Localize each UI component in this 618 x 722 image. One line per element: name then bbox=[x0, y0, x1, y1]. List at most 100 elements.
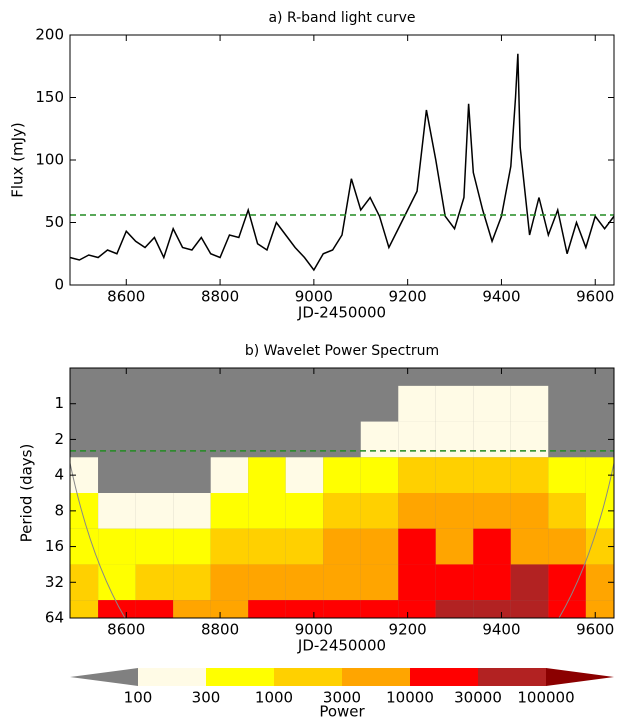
power-cell bbox=[70, 600, 99, 618]
power-cell bbox=[70, 421, 99, 458]
x-tick-label: 9400 bbox=[482, 621, 520, 639]
power-cell bbox=[548, 421, 586, 458]
power-cell bbox=[398, 528, 436, 565]
x-tick-label: 9400 bbox=[482, 288, 520, 306]
power-cell bbox=[173, 564, 211, 601]
power-cell bbox=[473, 528, 511, 565]
x-axis-label: JD-2450000 bbox=[297, 304, 386, 322]
x-tick-label: 9000 bbox=[295, 288, 333, 306]
power-cell bbox=[473, 385, 511, 422]
power-cell bbox=[548, 457, 586, 493]
power-cell bbox=[360, 564, 399, 601]
power-cell bbox=[70, 493, 99, 529]
plot-frame bbox=[69, 367, 615, 619]
y-tick-label: 32 bbox=[45, 573, 64, 591]
colorbar-box bbox=[478, 668, 546, 686]
power-cell bbox=[248, 421, 286, 458]
x-tick-label: 8600 bbox=[107, 621, 145, 639]
power-cell bbox=[248, 600, 286, 618]
y-tick-label: 2 bbox=[54, 430, 64, 448]
power-cell bbox=[98, 421, 136, 458]
plot-frame bbox=[69, 34, 615, 286]
y-tick-label: 50 bbox=[45, 213, 64, 231]
power-cell bbox=[323, 600, 361, 618]
power-cell bbox=[285, 493, 324, 529]
power-cell bbox=[135, 421, 174, 458]
power-cell bbox=[135, 493, 174, 529]
power-cell bbox=[210, 564, 249, 601]
colorbar-arrow bbox=[70, 668, 138, 686]
power-cell bbox=[135, 600, 174, 618]
power-cell bbox=[173, 493, 211, 529]
power-cell bbox=[323, 385, 361, 422]
power-cell bbox=[98, 564, 136, 601]
x-tick-label: 9200 bbox=[389, 621, 427, 639]
power-cell bbox=[98, 385, 136, 422]
power-cell bbox=[248, 528, 286, 565]
power-cell bbox=[323, 493, 361, 529]
power-cell bbox=[248, 457, 286, 493]
power-cell bbox=[473, 421, 511, 458]
colorbar-box bbox=[138, 668, 206, 686]
power-cell bbox=[135, 457, 174, 493]
power-cell bbox=[473, 457, 511, 493]
x-axis-label: JD-2450000 bbox=[297, 637, 386, 655]
colorbar-tick-label: 100 bbox=[124, 689, 153, 707]
power-cell bbox=[135, 528, 174, 565]
y-tick-label: 100 bbox=[35, 151, 64, 169]
colorbar-box bbox=[410, 668, 478, 686]
power-cell bbox=[285, 385, 324, 422]
colorbar-tick-label: 300 bbox=[192, 689, 221, 707]
power-cell bbox=[435, 600, 474, 618]
colorbar-tick-label: 100000 bbox=[517, 689, 574, 707]
power-cell bbox=[323, 528, 361, 565]
y-tick-label: 8 bbox=[54, 501, 64, 519]
power-cell bbox=[70, 385, 99, 422]
power-cell bbox=[285, 457, 324, 493]
power-cell bbox=[173, 385, 211, 422]
colorbar-tick-label: 30000 bbox=[454, 689, 502, 707]
x-tick-label: 9200 bbox=[389, 288, 427, 306]
y-tick-label: 64 bbox=[45, 609, 64, 627]
power-cell bbox=[360, 528, 399, 565]
power-cell bbox=[323, 421, 361, 458]
power-cell bbox=[398, 564, 436, 601]
power-cell bbox=[548, 564, 586, 601]
colorbar-box bbox=[274, 668, 342, 686]
power-cell bbox=[585, 600, 614, 618]
y-tick-label: 1 bbox=[54, 394, 64, 412]
chart-title: a) R-band light curve bbox=[268, 10, 415, 26]
x-tick-label: 9000 bbox=[295, 621, 333, 639]
power-cell bbox=[548, 385, 586, 422]
power-cell bbox=[360, 600, 399, 618]
power-cell bbox=[285, 564, 324, 601]
y-tick-label: 4 bbox=[54, 466, 64, 484]
power-cell bbox=[398, 493, 436, 529]
colorbar-arrow bbox=[546, 668, 614, 686]
power-cell bbox=[248, 385, 286, 422]
power-cell bbox=[248, 493, 286, 529]
power-cell bbox=[435, 564, 474, 601]
power-cell bbox=[210, 457, 249, 493]
spectrum bbox=[70, 368, 614, 618]
power-cell bbox=[98, 493, 136, 529]
power-cell bbox=[473, 564, 511, 601]
y-tick-label: 16 bbox=[45, 537, 64, 555]
power-cell bbox=[548, 493, 586, 529]
power-cell bbox=[548, 600, 586, 618]
power-cell bbox=[435, 385, 474, 422]
power-cell bbox=[360, 457, 399, 493]
power-cell bbox=[360, 493, 399, 529]
chart-title: b) Wavelet Power Spectrum bbox=[245, 343, 439, 359]
power-cell bbox=[210, 385, 249, 422]
power-cell bbox=[473, 493, 511, 529]
x-tick-label: 8800 bbox=[201, 621, 239, 639]
colorbar-tick-label: 1000 bbox=[255, 689, 293, 707]
power-cell bbox=[435, 421, 474, 458]
cone-of-influence bbox=[70, 462, 614, 618]
power-cell bbox=[210, 493, 249, 529]
power-cell bbox=[248, 564, 286, 601]
power-cell bbox=[135, 385, 174, 422]
power-cell bbox=[398, 457, 436, 493]
